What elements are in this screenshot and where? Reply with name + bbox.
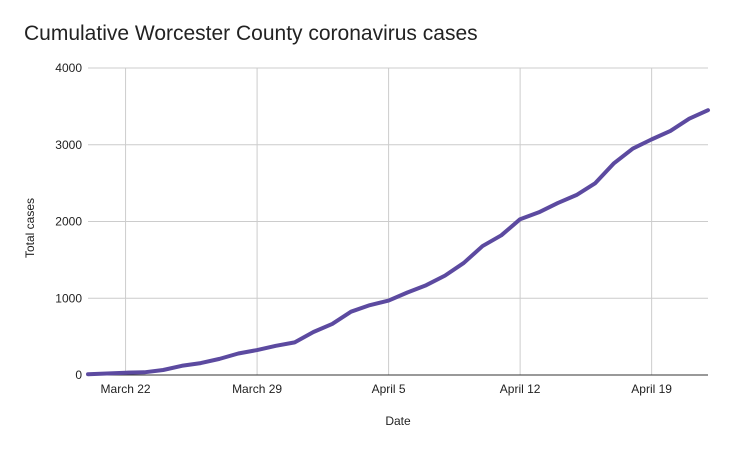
y-tick-label: 2000	[55, 215, 82, 229]
y-tick-label: 1000	[55, 291, 82, 305]
tick-labels: 0 1000 2000 3000 4000 March 22 March 29 April 5…	[55, 61, 672, 396]
x-tick-label: April 12	[500, 382, 541, 396]
y-tick-label: 0	[75, 368, 82, 382]
series-line	[86, 108, 710, 377]
x-tick-label: March 22	[101, 382, 151, 396]
y-tick-label: 4000	[55, 61, 82, 75]
x-tick-label: April 19	[631, 382, 672, 396]
x-tick-label: April 5	[372, 382, 406, 396]
y-axis-title: Total cases	[23, 198, 37, 258]
x-axis-title: Date	[385, 414, 411, 428]
x-tick-label: March 29	[232, 382, 282, 396]
y-tick-label: 3000	[55, 138, 82, 152]
grid-lines	[88, 67, 708, 375]
chart-title: Cumulative Worcester County coronavirus …	[24, 22, 478, 45]
series-layer	[86, 108, 710, 377]
